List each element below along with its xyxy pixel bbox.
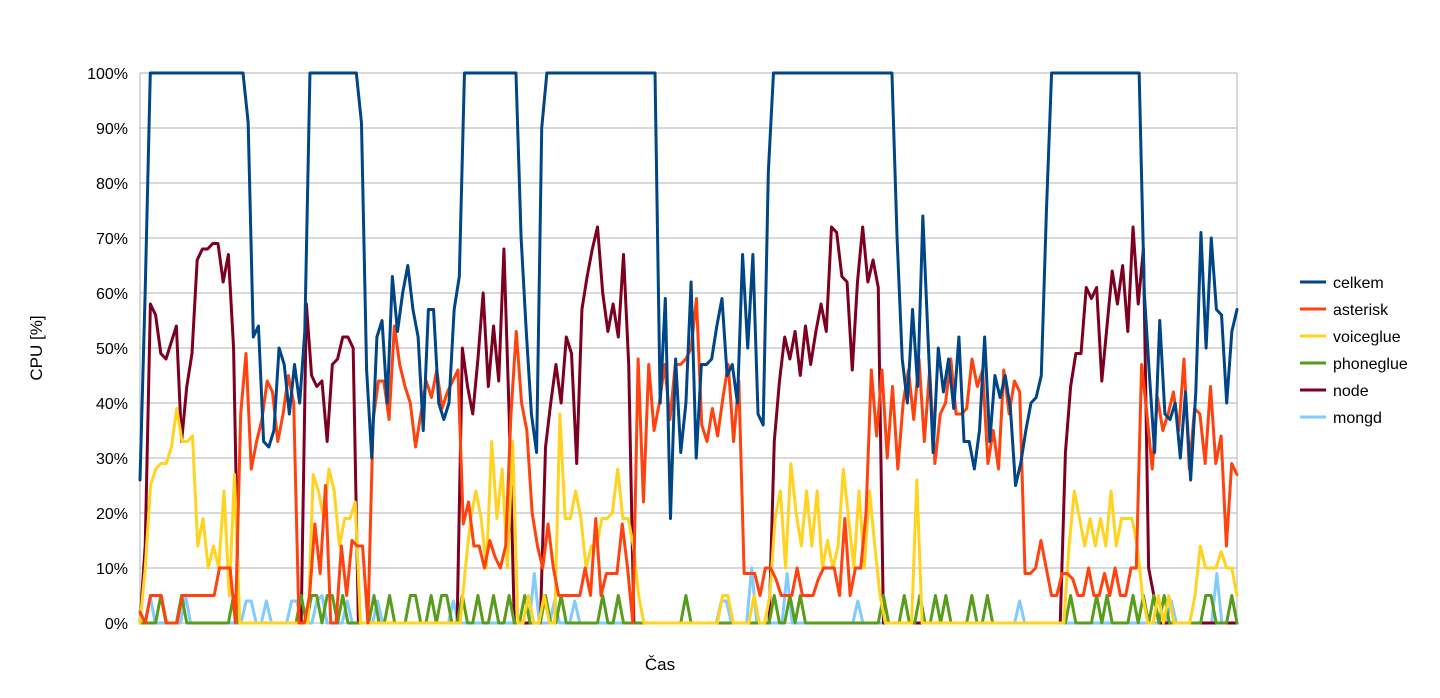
legend-label-celkem: celkem [1333,275,1384,292]
y-tick-label: 60% [96,286,128,303]
x-axis-title: Čas [645,655,675,674]
y-tick-label: 30% [96,451,128,468]
y-tick-label: 90% [96,121,128,138]
y-tick-labels: 0% 10% 20% 30% 40% 50% 60% 70% 80% 90% 100% [87,66,128,633]
y-axis-title: CPU [%] [27,315,46,380]
series-lines [138,71,1239,625]
legend-label-voiceglue: voiceglue [1333,329,1401,346]
y-tick-label: 20% [96,506,128,523]
legend-label-node: node [1333,383,1369,400]
y-tick-label: 70% [96,231,128,248]
y-tick-label: 10% [96,561,128,578]
legend-label-asterisk: asterisk [1333,302,1389,319]
legend-label-mongd: mongd [1333,410,1382,427]
series-line-celkem [138,71,1239,520]
y-tick-label: 40% [96,396,128,413]
y-tick-label: 50% [96,341,128,358]
y-tick-label: 80% [96,176,128,193]
legend-label-phoneglue: phoneglue [1333,356,1408,373]
y-tick-label: 0% [105,616,128,633]
y-tick-label: 100% [87,66,128,83]
legend: celkem asterisk voiceglue phoneglue node mong… [1300,275,1408,427]
